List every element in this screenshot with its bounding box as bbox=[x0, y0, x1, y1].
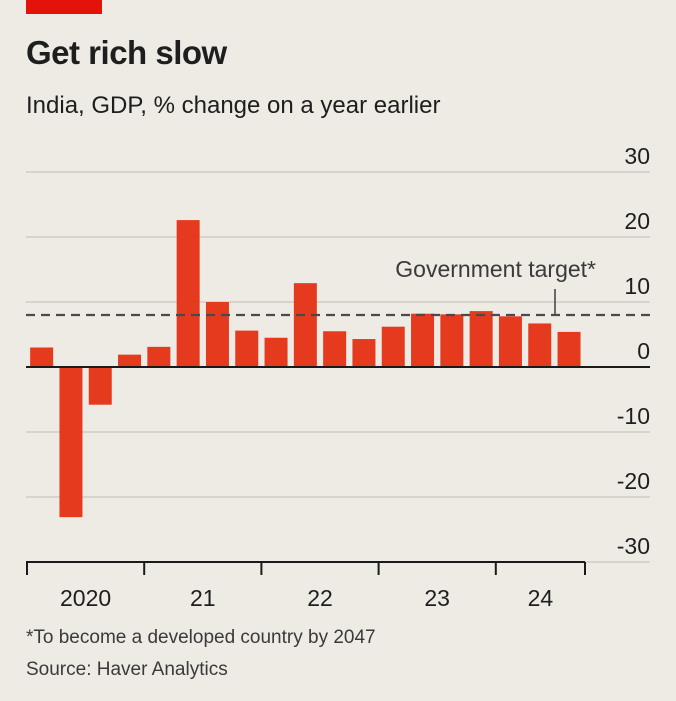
bar bbox=[469, 311, 493, 367]
footnote: *To become a developed country by 2047 bbox=[26, 627, 376, 648]
source-note: Source: Haver Analytics bbox=[26, 659, 228, 680]
bar bbox=[30, 347, 54, 367]
y-tick-label: 10 bbox=[624, 273, 650, 299]
bar bbox=[528, 323, 552, 367]
chart-title: Get rich slow bbox=[26, 34, 227, 71]
bar bbox=[352, 339, 376, 367]
bar bbox=[88, 367, 112, 405]
bar bbox=[440, 314, 464, 367]
bar bbox=[557, 331, 581, 367]
y-tick-label: -10 bbox=[617, 403, 650, 429]
reference-label: Government target* bbox=[395, 256, 596, 282]
axis-layer: 30 20 10 0 -10 -20 -30 2020 21 22 23 24 bbox=[26, 143, 650, 611]
x-tick-label: 24 bbox=[528, 585, 554, 611]
bar bbox=[118, 354, 142, 367]
x-tick-label: 23 bbox=[424, 585, 450, 611]
bar bbox=[235, 330, 259, 367]
bar bbox=[381, 326, 405, 367]
reference-layer: Government target* bbox=[26, 256, 650, 317]
y-tick-label: 0 bbox=[637, 338, 650, 364]
accent-bar bbox=[26, 0, 102, 14]
y-tick-label: -20 bbox=[617, 468, 650, 494]
bar bbox=[264, 337, 288, 367]
y-tick-label: 30 bbox=[624, 143, 650, 169]
chart-subtitle: India, GDP, % change on a year earlier bbox=[26, 92, 441, 119]
bar bbox=[323, 331, 347, 367]
y-tick-label: -30 bbox=[617, 533, 650, 559]
x-tick-label: 21 bbox=[190, 585, 216, 611]
bar bbox=[293, 283, 317, 367]
chart-area: Government target* 30 20 10 0 -10 -20 -30 2020 2… bbox=[26, 143, 650, 611]
x-tick-label: 22 bbox=[307, 585, 333, 611]
x-tick-label: 2020 bbox=[60, 585, 111, 611]
bar bbox=[59, 367, 83, 518]
bar bbox=[176, 220, 200, 367]
bar bbox=[205, 302, 229, 367]
bar bbox=[147, 346, 171, 367]
bar bbox=[411, 313, 435, 367]
bars-layer bbox=[30, 220, 581, 518]
bar bbox=[498, 316, 522, 367]
y-tick-label: 20 bbox=[624, 208, 650, 234]
